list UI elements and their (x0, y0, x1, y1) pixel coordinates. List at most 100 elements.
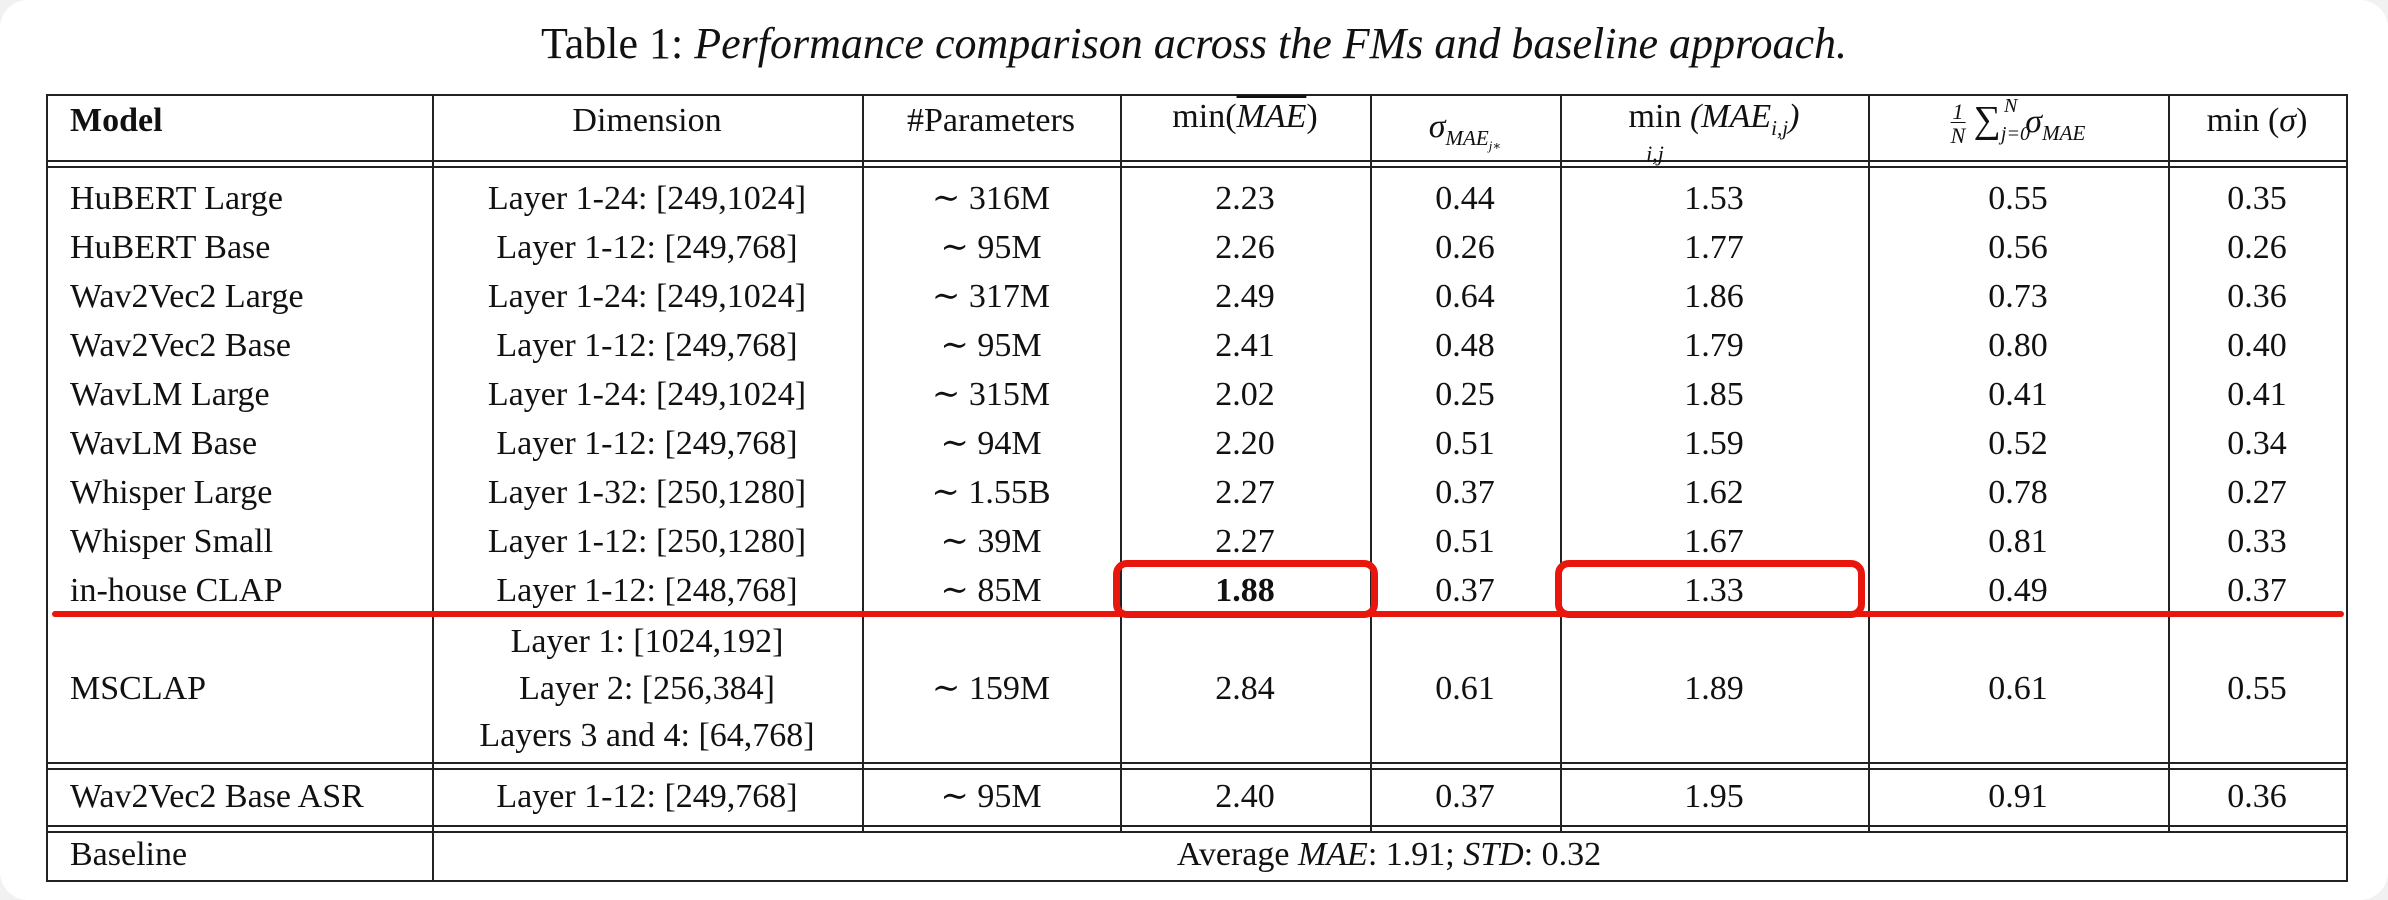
cell-model: Whisper Large (70, 474, 273, 511)
asr-params: ∼ 95M (940, 778, 1042, 815)
vline-left (46, 94, 48, 882)
cell-mean-sigma: 0.78 (1988, 474, 2048, 511)
cell-sigma: 0.51 (1435, 425, 1495, 462)
cell-dimension: Layer 1-24: [249,1024] (487, 278, 807, 315)
cell-model: HuBERT Base (70, 229, 271, 266)
cell-params: ∼ 95M (940, 229, 1042, 266)
highlight-min-ij-box (1555, 560, 1865, 618)
msclap-dim-line-2: Layer 2: [256,384] (519, 670, 775, 707)
cell-model: Whisper Small (70, 523, 274, 560)
rule-msclap-2 (46, 768, 2348, 770)
cell-model: Wav2Vec2 Base (70, 327, 292, 364)
cell-min-mae: 2.27 (1215, 523, 1275, 560)
cell-mean-sigma: 0.81 (1988, 523, 2048, 560)
cell-min-mae: 2.26 (1215, 229, 1275, 266)
asr-sigma: 0.37 (1435, 778, 1495, 815)
vline-minmae (1370, 94, 1372, 831)
cell-params: ∼ 94M (940, 425, 1042, 462)
cell-dimension: Layer 1-12: [250,1280] (487, 523, 807, 560)
cell-sigma: 0.64 (1435, 278, 1495, 315)
cell-min-mae: 2.02 (1215, 376, 1275, 413)
cell-min-ij: 1.85 (1684, 376, 1744, 413)
cell-sigma: 0.25 (1435, 376, 1495, 413)
rule-msclap-1 (46, 762, 2348, 764)
cell-min-ij: 1.33 (1684, 572, 1744, 609)
cell-min-ij: 1.79 (1684, 327, 1744, 364)
cell-min-ij: 1.53 (1684, 180, 1744, 217)
cell-mean-sigma: 0.55 (1988, 180, 2048, 217)
baseline-mae-value: : 1.91; (1367, 836, 1455, 873)
cell-params: ∼ 315M (931, 376, 1051, 413)
cell-min-sigma: 0.40 (2227, 327, 2287, 364)
baseline-avg-label: Average (1176, 836, 1290, 873)
asr-min-ij: 1.95 (1684, 778, 1744, 815)
vline-right (2346, 94, 2348, 882)
cell-min-sigma: 0.41 (2227, 376, 2287, 413)
header-min-ij: min i,j (MAEi,j) (1628, 98, 1800, 166)
msclap-min-mae: 2.84 (1215, 670, 1275, 707)
header-params: #Parameters (906, 102, 1076, 139)
cell-params: ∼ 95M (940, 327, 1042, 364)
cell-mean-sigma: 0.52 (1988, 425, 2048, 462)
caption-title: Performance comparison across the FMs an… (694, 19, 1848, 68)
cell-dimension: Layer 1-12: [249,768] (496, 425, 798, 462)
cell-min-mae: 2.20 (1215, 425, 1275, 462)
msclap-min-sigma: 0.55 (2227, 670, 2287, 707)
header-model: Model (70, 102, 163, 139)
cell-min-sigma: 0.36 (2227, 278, 2287, 315)
baseline-model: Baseline (70, 836, 188, 873)
cell-model: in-house CLAP (70, 572, 283, 609)
cell-params: ∼ 317M (931, 278, 1051, 315)
asr-dimension: Layer 1-12: [249,768] (496, 778, 798, 815)
vline-minij (1868, 94, 1870, 831)
cell-min-sigma: 0.27 (2227, 474, 2287, 511)
cell-min-ij: 1.86 (1684, 278, 1744, 315)
cell-mean-sigma: 0.80 (1988, 327, 2048, 364)
vline-dimension (862, 94, 864, 831)
vline-sigma (1560, 94, 1562, 831)
cell-mean-sigma: 0.73 (1988, 278, 2048, 315)
cell-min-mae: 2.23 (1215, 180, 1275, 217)
cell-model: Wav2Vec2 Large (70, 278, 304, 315)
msclap-min-ij: 1.89 (1684, 670, 1744, 707)
cell-dimension: Layer 1-24: [249,1024] (487, 180, 807, 217)
msclap-params: ∼ 159M (931, 670, 1051, 707)
cell-model: HuBERT Large (70, 180, 283, 217)
header-min-sigma: min (σ) (2206, 102, 2308, 139)
vline-params (1120, 94, 1122, 831)
cell-min-sigma: 0.26 (2227, 229, 2287, 266)
cell-min-mae: 2.49 (1215, 278, 1275, 315)
caption-label: Table 1: (540, 19, 684, 68)
rule-top (46, 94, 2348, 96)
cell-sigma: 0.51 (1435, 523, 1495, 560)
cell-sigma: 0.37 (1435, 474, 1495, 511)
cell-min-sigma: 0.37 (2227, 572, 2287, 609)
baseline-summary: Average MAE: 1.91; STD: 0.32 (1177, 838, 1601, 872)
cell-min-ij: 1.77 (1684, 229, 1744, 266)
msclap-dim-line-1: Layer 1: [1024,192] (510, 623, 784, 660)
rule-asr-1 (46, 825, 2348, 827)
cell-dimension: Layer 1-12: [248,768] (496, 572, 798, 609)
highlight-min-mae-box (1113, 560, 1378, 618)
cell-min-ij: 1.59 (1684, 425, 1744, 462)
table-caption: Table 1: Performance comparison across t… (0, 18, 2388, 69)
highlight-underline (52, 611, 2344, 617)
cell-model: WavLM Large (70, 376, 270, 413)
cell-min-mae: 2.41 (1215, 327, 1275, 364)
baseline-std-value: : 0.32 (1523, 836, 1602, 873)
cell-mean-sigma: 0.49 (1988, 572, 2048, 609)
asr-min-mae: 2.40 (1215, 778, 1275, 815)
baseline-mae-symbol: MAE (1297, 836, 1368, 873)
cell-mean-sigma: 0.56 (1988, 229, 2048, 266)
header-dimension: Dimension (572, 102, 722, 139)
header-min-mae: min(MAE) (1172, 98, 1318, 135)
cell-params: ∼ 39M (940, 523, 1042, 560)
cell-model: WavLM Base (70, 425, 258, 462)
cell-sigma: 0.44 (1435, 180, 1495, 217)
cell-dimension: Layer 1-24: [249,1024] (487, 376, 807, 413)
rule-header-2 (46, 166, 2348, 168)
cell-params: ∼ 316M (931, 180, 1051, 217)
rule-header-1 (46, 160, 2348, 162)
